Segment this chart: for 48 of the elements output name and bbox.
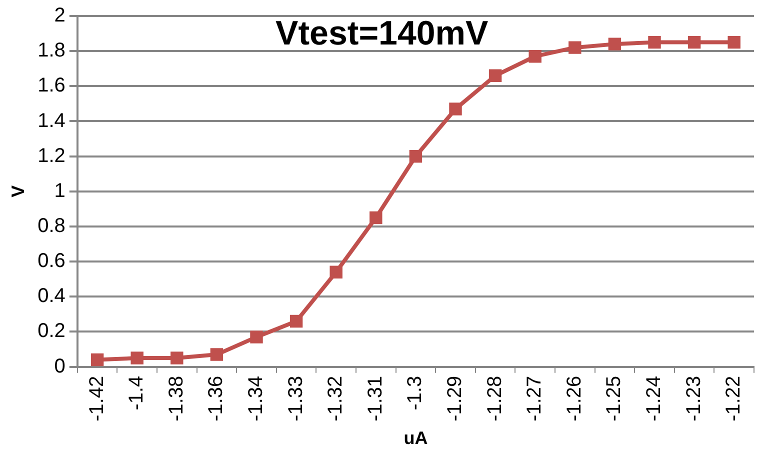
x-tick-label: -1.38 [165, 376, 188, 422]
point [409, 150, 422, 163]
x-tick-label: -1.24 [643, 376, 666, 422]
point [370, 211, 382, 224]
y-tick-label: 0.6 [38, 250, 66, 272]
point [728, 36, 740, 49]
x-tick-label: -1.23 [682, 376, 705, 422]
point [528, 50, 542, 63]
point [608, 38, 622, 50]
x-tick-label: -1.22 [722, 376, 745, 422]
y-tick-label: 0.4 [38, 285, 66, 308]
y-tick-label: 1.4 [38, 110, 66, 132]
point [130, 352, 144, 364]
point [688, 36, 701, 49]
y-tick-label: 0 [54, 355, 66, 378]
x-tick-label: -1.25 [603, 376, 626, 422]
x-tick-label: -1.4 [126, 376, 148, 410]
point [170, 352, 184, 364]
x-tick-label: -1.29 [444, 376, 466, 422]
x-tick-label: -1.31 [364, 376, 386, 422]
point [330, 266, 342, 278]
x-tick-label: -1.42 [86, 376, 108, 422]
x-axis-title: uA [404, 428, 428, 448]
y-tick-label: 1.6 [38, 74, 66, 97]
x-tick-label: -1.3 [404, 376, 426, 410]
y-tick-label: 1.8 [38, 40, 66, 62]
y-tick-label: 1.2 [38, 144, 66, 167]
point [250, 330, 263, 344]
point [488, 69, 502, 82]
x-tick-label: -1.28 [484, 376, 506, 422]
point [449, 102, 462, 116]
y-tick-label: 1 [54, 180, 66, 202]
x-tick-label: -1.27 [524, 376, 546, 422]
x-tick-label: -1.34 [245, 376, 268, 422]
x-tick-label: -1.32 [324, 376, 347, 422]
point [90, 353, 104, 366]
point [648, 36, 661, 49]
y-tick-label: 0.2 [38, 320, 66, 342]
x-tick-label: -1.33 [284, 376, 307, 422]
point [290, 314, 303, 328]
y-axis-title: V [8, 185, 28, 198]
point [568, 41, 582, 54]
chart-title: Vtest=140mV [276, 14, 489, 52]
y-tick-label: 2 [54, 4, 66, 27]
x-tick-label: -1.26 [563, 376, 586, 422]
point [210, 348, 224, 361]
y-tick-label: 0.8 [38, 215, 66, 238]
x-tick-label: -1.36 [205, 376, 228, 422]
